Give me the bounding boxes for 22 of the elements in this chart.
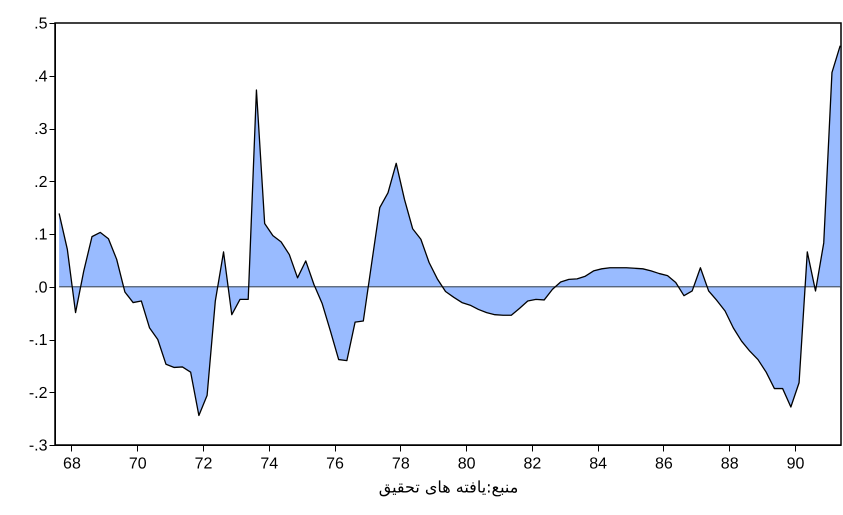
x-tick-label: 88 bbox=[720, 456, 739, 472]
y-tick-label: -.3 bbox=[28, 438, 48, 454]
x-tick-label: 72 bbox=[194, 456, 212, 472]
y-tick-label: .3 bbox=[34, 121, 48, 138]
y-tick-label: -.2 bbox=[28, 384, 48, 402]
x-tick-label: 82 bbox=[523, 456, 542, 472]
x-tick-label: 90 bbox=[786, 456, 804, 472]
y-tick-label: .1 bbox=[34, 226, 48, 244]
y-tick-label: .0 bbox=[34, 279, 48, 296]
y-tick-label: .5 bbox=[34, 16, 48, 32]
x-tick-label: 76 bbox=[326, 456, 344, 472]
y-tick-label: .4 bbox=[34, 68, 48, 86]
x-tick-label: 86 bbox=[655, 456, 673, 472]
y-tick-label: .2 bbox=[34, 174, 48, 191]
x-tick-label: 80 bbox=[458, 456, 476, 472]
x-tick-label: 74 bbox=[260, 456, 278, 472]
x-tick-label: 68 bbox=[63, 456, 81, 472]
y-tick-label: -.1 bbox=[28, 332, 48, 349]
x-tick-label: 84 bbox=[589, 456, 608, 472]
x-tick-label: 70 bbox=[128, 456, 147, 472]
text: منبع:یافته های تحقیق bbox=[378, 478, 518, 496]
x-tick-label: 78 bbox=[392, 456, 410, 472]
